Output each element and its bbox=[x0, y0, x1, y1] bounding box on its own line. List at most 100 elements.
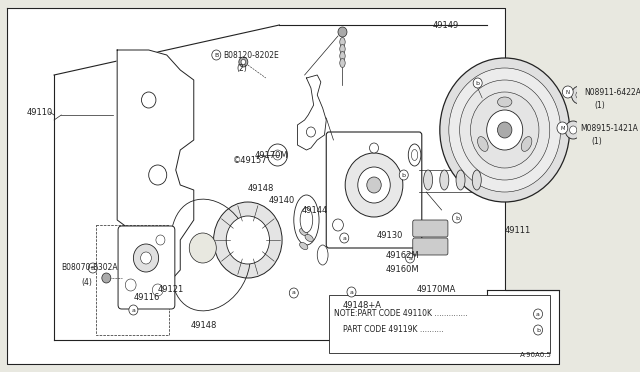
Circle shape bbox=[141, 252, 152, 264]
Text: ©49157: ©49157 bbox=[232, 155, 267, 164]
Circle shape bbox=[486, 110, 523, 150]
Text: N08911-6422A: N08911-6422A bbox=[584, 87, 640, 96]
Ellipse shape bbox=[408, 144, 421, 166]
Text: 49170M: 49170M bbox=[255, 151, 289, 160]
Circle shape bbox=[129, 305, 138, 315]
Ellipse shape bbox=[300, 243, 308, 250]
Text: a: a bbox=[342, 235, 346, 241]
Circle shape bbox=[369, 143, 378, 153]
Circle shape bbox=[226, 216, 269, 264]
Ellipse shape bbox=[412, 150, 418, 160]
Ellipse shape bbox=[456, 170, 465, 190]
Text: (2): (2) bbox=[236, 64, 247, 73]
Circle shape bbox=[449, 68, 561, 192]
Circle shape bbox=[347, 287, 356, 297]
Text: 49116: 49116 bbox=[133, 294, 160, 302]
Circle shape bbox=[497, 122, 512, 138]
Ellipse shape bbox=[477, 137, 488, 151]
Circle shape bbox=[358, 167, 390, 203]
Circle shape bbox=[212, 50, 221, 60]
Circle shape bbox=[440, 58, 570, 202]
Circle shape bbox=[557, 122, 568, 134]
Circle shape bbox=[460, 80, 550, 180]
Circle shape bbox=[152, 284, 163, 296]
Circle shape bbox=[473, 78, 482, 88]
Text: PART CODE 49119K ..........: PART CODE 49119K .......... bbox=[344, 325, 444, 334]
Text: 49111: 49111 bbox=[505, 225, 531, 234]
Circle shape bbox=[340, 233, 349, 243]
Text: 49121: 49121 bbox=[157, 285, 184, 295]
Circle shape bbox=[125, 279, 136, 291]
Circle shape bbox=[102, 273, 111, 283]
Text: B: B bbox=[91, 266, 95, 270]
Circle shape bbox=[307, 127, 316, 137]
Circle shape bbox=[133, 244, 159, 272]
Circle shape bbox=[563, 86, 573, 98]
Text: M: M bbox=[560, 125, 564, 131]
Circle shape bbox=[239, 57, 248, 67]
Text: B08120-8202E: B08120-8202E bbox=[223, 51, 279, 60]
Circle shape bbox=[338, 27, 347, 37]
Ellipse shape bbox=[340, 38, 345, 46]
FancyBboxPatch shape bbox=[413, 220, 448, 237]
Circle shape bbox=[399, 170, 408, 180]
Circle shape bbox=[452, 213, 461, 223]
Polygon shape bbox=[170, 199, 250, 311]
Circle shape bbox=[333, 219, 344, 231]
Text: a: a bbox=[536, 311, 540, 317]
Circle shape bbox=[572, 86, 588, 104]
Ellipse shape bbox=[497, 97, 512, 107]
Text: 49148+A: 49148+A bbox=[342, 301, 381, 310]
Text: 49160M: 49160M bbox=[386, 266, 419, 275]
Circle shape bbox=[570, 126, 577, 134]
Text: (1): (1) bbox=[591, 137, 602, 145]
Ellipse shape bbox=[300, 208, 313, 232]
Ellipse shape bbox=[340, 45, 345, 54]
Circle shape bbox=[289, 288, 298, 298]
Circle shape bbox=[189, 233, 216, 263]
Text: b: b bbox=[476, 80, 479, 86]
Ellipse shape bbox=[340, 51, 345, 61]
Circle shape bbox=[565, 121, 581, 139]
Text: M08915-1421A: M08915-1421A bbox=[580, 124, 638, 132]
Text: 49148: 49148 bbox=[191, 321, 218, 330]
Text: a: a bbox=[131, 308, 135, 312]
Circle shape bbox=[156, 235, 165, 245]
Polygon shape bbox=[298, 75, 326, 150]
Polygon shape bbox=[117, 50, 194, 285]
FancyBboxPatch shape bbox=[413, 238, 448, 255]
Circle shape bbox=[141, 92, 156, 108]
Text: a: a bbox=[349, 289, 353, 295]
Text: 49140: 49140 bbox=[269, 196, 295, 205]
Ellipse shape bbox=[317, 245, 328, 265]
Circle shape bbox=[534, 325, 543, 335]
Text: (1): (1) bbox=[595, 100, 605, 109]
Text: A·90A0.5: A·90A0.5 bbox=[520, 352, 552, 358]
Text: b: b bbox=[402, 173, 406, 177]
Ellipse shape bbox=[294, 195, 319, 245]
Text: a: a bbox=[408, 256, 412, 260]
Text: B08070-8302A: B08070-8302A bbox=[61, 263, 118, 273]
Ellipse shape bbox=[521, 137, 532, 151]
Ellipse shape bbox=[440, 170, 449, 190]
Text: B: B bbox=[214, 52, 218, 58]
Polygon shape bbox=[7, 8, 559, 364]
Ellipse shape bbox=[472, 170, 481, 190]
Circle shape bbox=[214, 202, 282, 278]
Circle shape bbox=[88, 263, 97, 273]
Text: 49162M: 49162M bbox=[386, 250, 419, 260]
FancyBboxPatch shape bbox=[118, 226, 175, 309]
Circle shape bbox=[148, 165, 167, 185]
Ellipse shape bbox=[424, 170, 433, 190]
Text: b: b bbox=[455, 215, 459, 221]
Ellipse shape bbox=[300, 228, 308, 235]
Text: 49170MA: 49170MA bbox=[417, 285, 456, 295]
Text: (4): (4) bbox=[81, 278, 92, 286]
Text: 49148: 49148 bbox=[248, 183, 274, 192]
Text: 49110: 49110 bbox=[27, 108, 53, 116]
Circle shape bbox=[345, 153, 403, 217]
Circle shape bbox=[367, 177, 381, 193]
Text: 49130: 49130 bbox=[377, 231, 403, 240]
Text: N: N bbox=[566, 90, 570, 94]
Circle shape bbox=[576, 91, 583, 99]
